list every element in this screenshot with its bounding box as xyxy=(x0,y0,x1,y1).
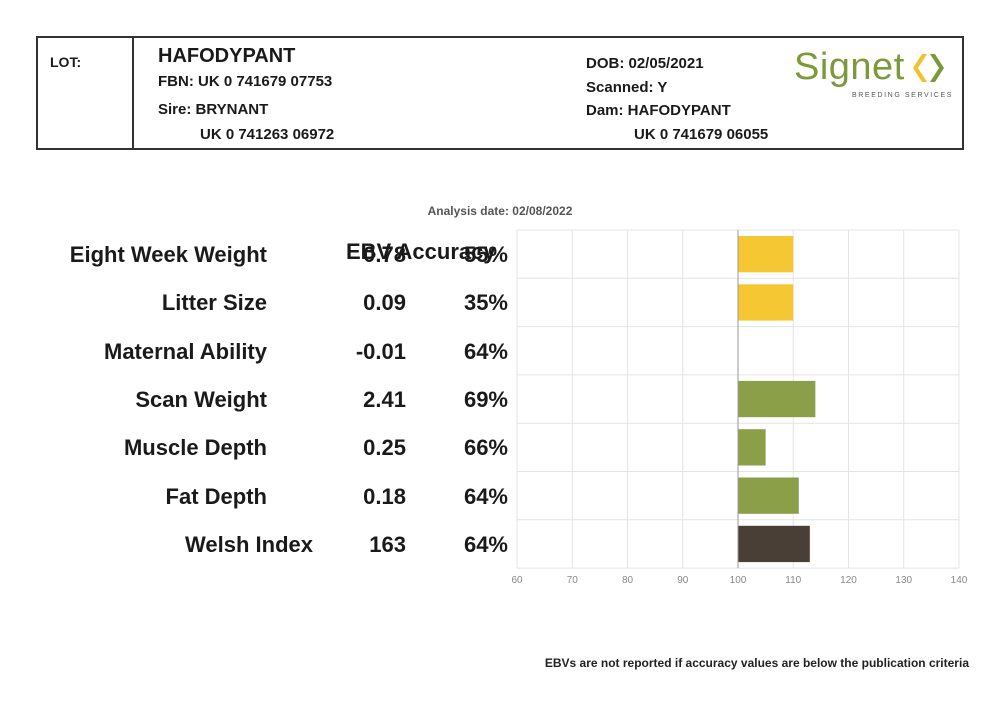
date-of-birth: DOB: 02/05/2021 xyxy=(586,55,704,72)
ebv-value: 0.09 xyxy=(363,290,406,316)
ebv-value: 0.78 xyxy=(363,242,406,267)
bar-eight-week-weight xyxy=(738,236,794,273)
trait-label: Maternal Ability xyxy=(104,338,267,364)
x-tick-label: 140 xyxy=(951,575,968,586)
ebv-value: -0.01 xyxy=(355,338,406,364)
footnote: EBVs are not reported if accuracy values… xyxy=(544,656,969,670)
x-tick-label: 100 xyxy=(730,575,747,586)
ebv-value: 0.25 xyxy=(363,435,406,461)
dam-id: UK 0 741679 06055 xyxy=(634,126,769,143)
bar-litter-size xyxy=(738,284,794,321)
bar-scan-weight xyxy=(738,380,816,418)
ebv-value: 2.41 xyxy=(363,386,406,412)
ebv-value: 0.18 xyxy=(363,483,406,509)
bar-fat-depth xyxy=(738,477,799,514)
bar-muscle-depth xyxy=(738,429,766,466)
accuracy-value: 66% xyxy=(463,435,508,461)
accuracy-value: 64% xyxy=(463,483,508,509)
trait-label: Scan Weight xyxy=(135,386,267,412)
trait-label: Welsh Index xyxy=(185,531,313,557)
x-tick-label: 120 xyxy=(840,575,857,586)
x-tick-label: 70 xyxy=(567,575,579,586)
logo-subtitle: BREEDING SERVICES xyxy=(852,92,953,99)
scanned-status: Scanned: Y xyxy=(586,79,668,96)
animal-header: LOT: HAFODYPANT FBN: UK 0 741679 07753 S… xyxy=(36,36,964,150)
lot-divider xyxy=(132,38,134,148)
chevrons-icon xyxy=(913,54,944,82)
trait-label: Eight Week Weight xyxy=(69,242,267,267)
trait-label: Muscle Depth xyxy=(123,435,267,461)
x-tick-label: 110 xyxy=(785,575,801,586)
accuracy-value: 35% xyxy=(463,290,508,316)
accuracy-value: 64% xyxy=(463,338,508,364)
accuracy-value: 64% xyxy=(463,531,508,557)
sire-id: UK 0 741263 06972 xyxy=(200,126,335,143)
accuracy-value: 55% xyxy=(463,242,508,267)
x-tick-label: 80 xyxy=(622,575,634,586)
dam-name: Dam: HAFODYPANT xyxy=(586,102,731,119)
animal-name: HAFODYPANT xyxy=(158,45,296,67)
lot-label: LOT: xyxy=(50,54,82,70)
trait-label: Fat Depth xyxy=(165,483,267,509)
logo-wordmark: Signet xyxy=(794,46,905,88)
x-tick-label: 60 xyxy=(511,575,523,586)
analysis-date: Analysis date: 02/08/2022 xyxy=(427,204,573,218)
sire-name: Sire: BRYNANT xyxy=(158,101,269,118)
signet-logo: Signet BREEDING SERVICES xyxy=(794,46,951,102)
trait-label: Litter Size xyxy=(161,290,267,316)
x-tick-label: 90 xyxy=(677,575,689,586)
column-header: EBV Accuracy xyxy=(346,239,496,264)
flock-book-number: FBN: UK 0 741679 07753 xyxy=(158,73,333,90)
ebv-value: 163 xyxy=(369,531,406,557)
accuracy-value: 69% xyxy=(463,386,508,412)
bar-welsh-index xyxy=(738,525,810,563)
x-tick-label: 130 xyxy=(895,575,912,586)
